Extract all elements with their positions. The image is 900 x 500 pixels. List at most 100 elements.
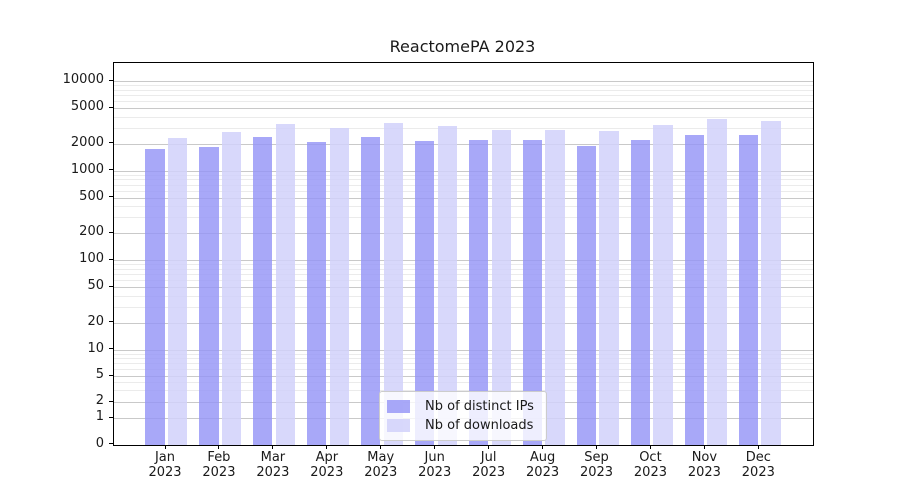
bar-distinct-ips-jun <box>414 140 435 445</box>
x-tick-label: Nov 2023 <box>687 450 721 480</box>
x-tick-mark <box>326 445 328 449</box>
y-tick-label: 0 <box>95 435 104 451</box>
y-tick-label: 5 <box>95 367 104 382</box>
bar-distinct-ips-apr <box>307 142 327 445</box>
y-tick-mark <box>109 348 113 349</box>
gridline-minor <box>114 306 813 308</box>
y-tick-label: 5000 <box>70 99 104 115</box>
bar-downloads-apr <box>329 127 350 445</box>
legend: Nb of distinct IPs Nb of downloads <box>379 391 547 441</box>
bar-distinct-ips-oct <box>630 139 651 445</box>
y-tick-mark <box>109 443 113 445</box>
gridline-minor <box>114 95 813 97</box>
y-tick-mark <box>109 169 113 171</box>
x-tick-mark <box>164 445 166 449</box>
x-tick-label: Sep 2023 <box>579 450 614 480</box>
gridline-major <box>114 81 813 83</box>
gridline-minor <box>114 363 813 365</box>
x-tick-mark <box>218 445 220 449</box>
gridline-minor <box>114 116 813 118</box>
bar-distinct-ips-feb <box>199 146 219 445</box>
y-tick-label: 20 <box>87 313 104 329</box>
legend-item: Nb of distinct IPs <box>387 397 538 416</box>
gridline-minor <box>114 353 813 355</box>
bar-downloads-jul <box>491 129 511 445</box>
gridline-minor <box>114 89 813 91</box>
gridline-minor <box>114 273 813 275</box>
y-tick-mark <box>109 374 113 376</box>
y-tick-mark <box>109 142 113 144</box>
gridline-major <box>114 108 813 110</box>
legend-swatch-downloads <box>387 419 410 432</box>
bar-downloads-feb <box>221 131 242 445</box>
gridline-minor <box>114 390 813 392</box>
bar-downloads-nov <box>707 119 727 445</box>
y-tick-label: 1 <box>95 409 104 424</box>
bar-distinct-ips-jul <box>468 139 489 445</box>
bar-downloads-may <box>383 123 404 445</box>
gridline-minor <box>114 190 813 192</box>
y-tick-mark <box>109 79 113 81</box>
gridline-minor <box>114 206 813 208</box>
gridline-major <box>114 322 813 324</box>
x-tick-mark <box>542 445 544 449</box>
y-tick-label: 10000 <box>62 72 104 88</box>
gridline-minor <box>114 174 813 176</box>
gridline-major <box>114 287 813 288</box>
y-tick-label: 50 <box>87 278 104 293</box>
x-tick-mark <box>380 445 382 449</box>
gridline-minor <box>114 369 813 371</box>
chart-title: ReactomePA 2023 <box>389 37 536 56</box>
bar-downloads-aug <box>545 130 565 445</box>
gridline-minor <box>114 128 813 130</box>
gridline-minor <box>114 101 813 103</box>
bar-downloads-mar <box>275 124 296 445</box>
x-tick-mark <box>596 445 598 449</box>
x-tick-label: Aug 2023 <box>526 450 560 480</box>
bar-distinct-ips-aug <box>522 140 543 445</box>
x-tick-label: Jun 2023 <box>418 450 452 480</box>
x-tick-label: Jan 2023 <box>148 450 182 480</box>
y-tick-label: 2 <box>95 393 104 408</box>
x-tick-label: Jul 2023 <box>472 450 506 480</box>
gridline-major <box>114 197 813 199</box>
bar-downloads-jan <box>167 137 188 445</box>
legend-label: Nb of downloads <box>425 418 534 433</box>
plot-area: Nb of distinct IPs Nb of downloads <box>113 62 814 446</box>
bar-distinct-ips-dec <box>738 135 758 445</box>
gridline-minor <box>114 358 813 360</box>
y-tick-mark <box>109 196 113 198</box>
gridline-major <box>114 376 813 377</box>
x-tick-label: Dec 2023 <box>741 450 775 480</box>
gridline-major <box>114 233 813 235</box>
gridline-minor <box>114 264 813 266</box>
x-tick-mark <box>649 445 651 449</box>
bar-downloads-sep <box>599 130 619 445</box>
gridline-major <box>114 143 813 145</box>
y-tick-mark <box>109 285 113 287</box>
y-tick-label: 10 <box>87 340 104 356</box>
x-tick-label: Apr 2023 <box>310 450 344 480</box>
x-tick-mark <box>757 445 759 449</box>
x-tick-label: Oct 2023 <box>633 450 667 480</box>
legend-label: Nb of distinct IPs <box>425 399 534 414</box>
bar-distinct-ips-nov <box>684 134 704 445</box>
gridline-major <box>114 170 813 172</box>
gridline-minor <box>114 179 813 181</box>
y-tick-label: 500 <box>79 188 104 204</box>
bar-downloads-jun <box>437 126 457 445</box>
x-tick-label: Feb 2023 <box>202 450 236 480</box>
x-tick-mark <box>272 445 274 449</box>
gridline-minor <box>114 382 813 384</box>
bar-distinct-ips-sep <box>576 146 597 445</box>
bar-downloads-dec <box>761 121 781 445</box>
y-tick-label: 1000 <box>70 161 104 177</box>
y-tick-mark <box>109 231 113 233</box>
gridline-minor <box>114 217 813 219</box>
gridline-minor <box>114 268 813 270</box>
y-tick-label: 200 <box>79 224 104 240</box>
x-tick-mark <box>488 445 490 449</box>
y-tick-mark <box>109 321 113 323</box>
y-tick-mark <box>109 416 113 418</box>
